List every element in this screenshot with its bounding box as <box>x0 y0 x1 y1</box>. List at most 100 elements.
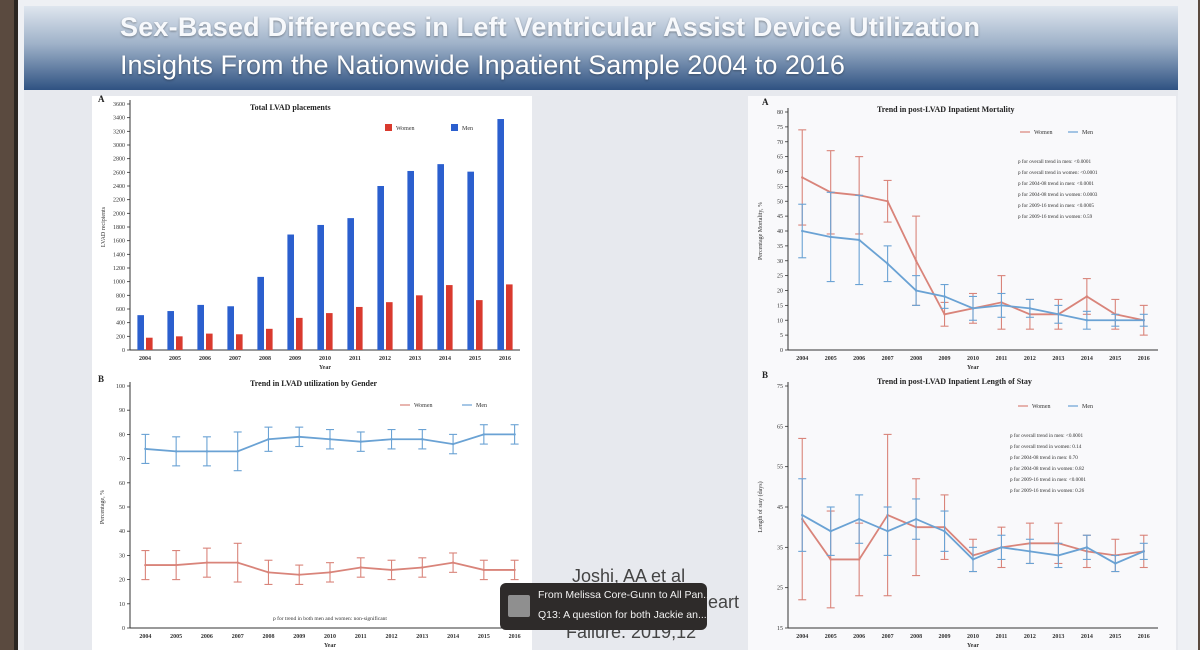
y-axis-label: LVAD recipients <box>101 206 107 247</box>
x-tick-label: 2014 <box>447 634 459 640</box>
x-tick-label: 2011 <box>349 356 361 362</box>
p-value-annotation: p for 2004-08 trend in women: 0.82 <box>1010 465 1085 472</box>
y-tick-label: 0 <box>780 348 783 354</box>
bar-men-2011 <box>347 218 354 350</box>
x-tick-label: 2012 <box>1024 356 1036 362</box>
bar-women-2014 <box>446 285 453 350</box>
x-tick-label: 2007 <box>882 634 894 640</box>
panel-letter: B <box>98 374 104 384</box>
point-women-2010 <box>328 571 332 574</box>
y-tick-label: 25 <box>777 586 783 592</box>
x-tick-label: 2007 <box>232 634 244 640</box>
title-banner <box>24 6 1178 90</box>
panel-letter: A <box>762 97 769 107</box>
legend-swatch-women <box>385 124 392 131</box>
point-men-2007 <box>886 530 889 533</box>
y-tick-label: 100 <box>116 384 125 390</box>
x-tick-label: 2005 <box>825 356 837 362</box>
legend-label-women: Women <box>1032 404 1051 410</box>
x-tick-label: 2016 <box>1138 634 1150 640</box>
point-women-2006 <box>857 558 861 561</box>
y-tick-label: 65 <box>777 424 783 430</box>
x-tick-label: 2007 <box>229 356 241 362</box>
point-men-2004 <box>801 513 804 517</box>
legend-label-men: Men <box>476 403 487 409</box>
chart-title: Trend in LVAD utilization by Gender <box>250 379 378 388</box>
point-men-2011 <box>1000 546 1003 549</box>
p-value-annotation: p for 2009-16 trend in women: 0.59 <box>1018 213 1093 220</box>
y-tick-label: 30 <box>777 259 783 265</box>
y-tick-label: 2400 <box>113 184 125 190</box>
y-tick-label: 1800 <box>113 225 125 231</box>
point-men-2007 <box>236 450 239 453</box>
point-men-2015 <box>1114 562 1117 565</box>
point-men-2010 <box>971 558 975 561</box>
y-tick-label: 80 <box>119 432 125 438</box>
legend-label-men: Men <box>1082 404 1093 410</box>
x-tick-label: 2015 <box>1109 356 1121 362</box>
bar-men-2013 <box>407 170 414 350</box>
y-tick-label: 30 <box>119 553 125 559</box>
x-tick-label: 2015 <box>1109 634 1121 640</box>
y-axis-label: Percentage Mortality, % <box>758 202 764 260</box>
point-men-2005 <box>829 235 832 239</box>
y-tick-label: 35 <box>777 545 783 551</box>
bar-women-2004 <box>146 337 153 350</box>
bar-women-2009 <box>296 317 303 350</box>
y-tick-label: 50 <box>777 199 783 205</box>
x-axis-label: Year <box>967 643 979 649</box>
slide-subtitle: Insights From the Nationwide Inpatient S… <box>120 50 845 80</box>
bar-men-2007 <box>227 306 234 350</box>
y-tick-label: 45 <box>777 505 783 511</box>
y-tick-label: 55 <box>777 465 783 471</box>
y-tick-label: 35 <box>777 244 783 250</box>
bar-women-2015 <box>476 300 483 350</box>
y-tick-label: 1200 <box>113 266 125 272</box>
x-tick-label: 2014 <box>1081 356 1093 362</box>
x-tick-label: 2008 <box>910 634 922 640</box>
x-tick-label: 2011 <box>996 356 1008 362</box>
y-tick-label: 40 <box>119 529 125 535</box>
x-tick-label: 2007 <box>882 356 894 362</box>
point-women-2004 <box>144 563 147 567</box>
x-tick-label: 2006 <box>853 356 865 362</box>
x-tick-label: 2010 <box>319 356 331 362</box>
y-tick-label: 25 <box>777 274 783 280</box>
x-tick-label: 2014 <box>1081 634 1093 640</box>
x-tick-label: 2012 <box>386 634 398 640</box>
point-men-2008 <box>914 517 918 521</box>
bar-women-2008 <box>266 328 273 350</box>
point-men-2005 <box>174 450 178 453</box>
bar-men-2015 <box>467 171 474 350</box>
legend-label-women: Women <box>396 126 415 132</box>
bar-women-2016 <box>506 284 513 350</box>
citation-fragment: eart <box>708 592 740 612</box>
y-tick-label: 400 <box>116 321 125 327</box>
y-tick-label: 70 <box>777 140 783 146</box>
x-tick-label: 2011 <box>355 634 367 640</box>
bar-men-2006 <box>197 304 204 350</box>
point-women-2015 <box>482 568 486 572</box>
x-tick-label: 2008 <box>259 356 271 362</box>
point-women-2007 <box>236 561 239 564</box>
y-tick-label: 90 <box>119 408 125 414</box>
y-tick-label: 800 <box>116 293 125 299</box>
bar-men-2009 <box>287 234 294 350</box>
x-tick-label: 2016 <box>1138 356 1150 362</box>
bar-women-2013 <box>416 295 423 350</box>
chat-notification[interactable]: From Melissa Core-Gunn to All Pan... Q13… <box>500 583 712 630</box>
x-tick-label: 2004 <box>139 356 151 362</box>
bar-women-2010 <box>326 313 333 350</box>
p-value-annotation: p for 2004-08 trend in men: <0.0001 <box>1018 180 1094 187</box>
point-men-2010 <box>971 307 975 310</box>
point-women-2016 <box>513 568 516 572</box>
x-tick-label: 2015 <box>478 634 490 640</box>
bar-men-2005 <box>167 311 174 350</box>
point-men-2009 <box>943 530 946 533</box>
y-tick-label: 15 <box>777 303 783 309</box>
y-tick-label: 50 <box>119 505 125 511</box>
point-men-2016 <box>1142 319 1145 322</box>
bar-women-2005 <box>176 336 183 350</box>
